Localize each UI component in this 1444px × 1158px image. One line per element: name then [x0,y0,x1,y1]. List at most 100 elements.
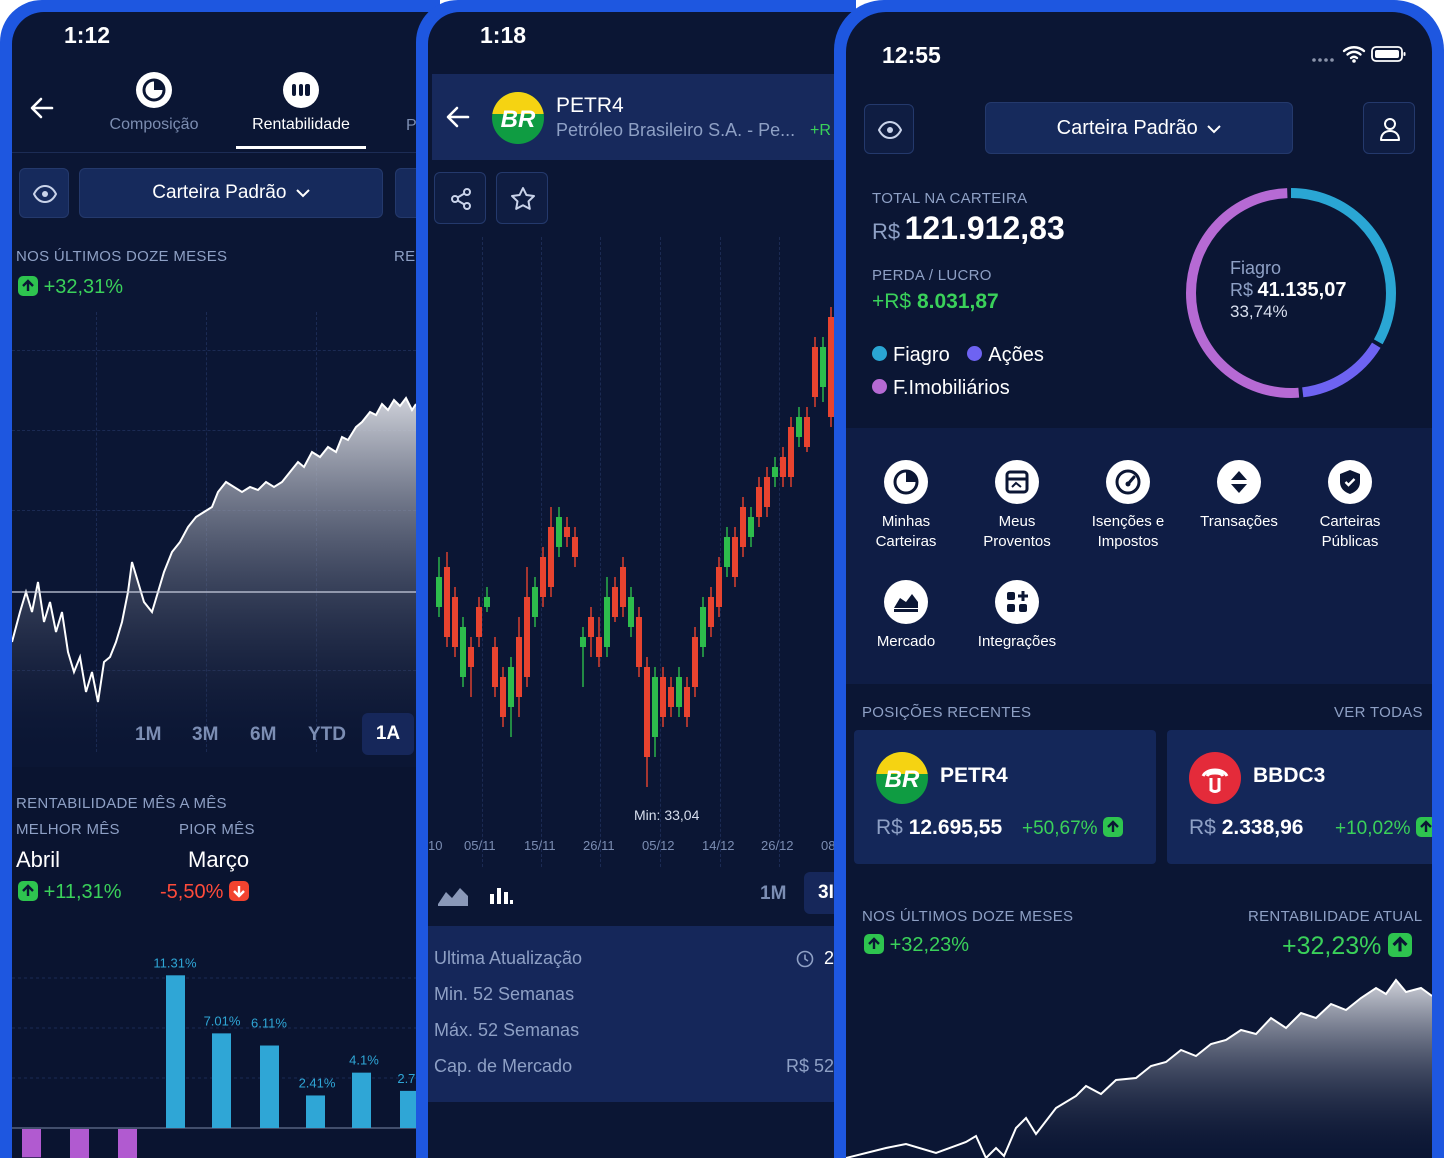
candle-body[interactable] [660,677,666,717]
see-all-link[interactable]: VER TODAS [1334,704,1423,721]
month-bar[interactable] [212,1033,231,1128]
candle-body[interactable] [828,317,834,417]
quick-action-minhas-carteiras[interactable]: Minhas Carteiras [851,460,961,550]
candle-body[interactable] [484,597,490,607]
candle-body[interactable] [636,617,642,667]
candle-body[interactable] [596,637,602,657]
candle-body[interactable] [796,417,802,437]
allocation-donut-chart[interactable] [1176,178,1406,408]
period-1a-selected[interactable]: 1A [362,713,414,755]
candle-body[interactable] [604,597,610,647]
period-1m[interactable]: 1M [135,724,162,745]
candle-body[interactable] [572,537,578,557]
candle-body[interactable] [508,667,514,707]
candle-body[interactable] [556,517,562,547]
candle-body[interactable] [708,597,714,627]
status-time: 1:12 [64,22,111,48]
period-3m[interactable]: 3M [192,724,219,745]
candle-body[interactable] [444,567,450,637]
month-bar[interactable] [400,1090,416,1128]
candle-body[interactable] [820,347,826,387]
candle-body[interactable] [516,637,522,697]
candle-body[interactable] [580,637,586,647]
tab-rentabilidade[interactable]: Rentabilidade [236,72,366,149]
month-bar[interactable] [22,1129,41,1158]
candle-body[interactable] [652,677,658,737]
period-6m[interactable]: 6M [250,724,277,745]
period-ytd[interactable]: YTD [308,724,346,745]
month-bar[interactable] [166,975,185,1128]
candle-body[interactable] [532,587,538,617]
candle-body[interactable] [764,477,770,507]
position-card-bbdc3[interactable]: BBDC3 R$ 2.338,96 +10,02% [1167,730,1432,864]
position-card-petr4[interactable]: BR PETR4 R$ 12.695,55 +50,67% [854,730,1156,864]
candle-body[interactable] [460,627,466,677]
candle-body[interactable] [756,487,762,517]
candle-body[interactable] [804,417,810,447]
candle-body[interactable] [548,527,554,587]
month-bar[interactable] [118,1129,137,1158]
profile-button[interactable] [1363,102,1415,154]
arrow-up-icon [1415,816,1432,837]
legend-item[interactable]: Ações [967,344,1044,366]
back-button[interactable] [444,103,472,136]
candle-body[interactable] [716,567,722,607]
candle-body[interactable] [476,607,482,637]
quick-action-carteiras-publicas[interactable]: Carteiras Públicas [1295,460,1405,550]
chart-type-area[interactable] [438,884,468,911]
candle-body[interactable] [564,527,570,537]
position-ticker: PETR4 [940,764,1008,787]
candle-body[interactable] [684,687,690,717]
quick-action-isencoes[interactable]: Isenções e Impostos [1073,460,1183,550]
candle-body[interactable] [588,617,594,637]
tab-composicao[interactable]: Composição [102,72,206,134]
quick-action-meus-proventos[interactable]: Meus Proventos [962,460,1072,550]
share-button[interactable] [434,172,486,224]
candle-body[interactable] [620,567,626,607]
candle-body[interactable] [724,537,730,567]
candle-body[interactable] [492,647,498,687]
candle-body[interactable] [692,637,698,687]
visibility-toggle[interactable] [864,104,914,154]
candle-body[interactable] [740,507,746,547]
month-bar[interactable] [70,1129,89,1158]
profit-loss-value: +R$ 8.031,87 [872,290,999,314]
chart-type-bars[interactable] [488,884,514,911]
candle-body[interactable] [732,537,738,577]
candle-body[interactable] [612,587,618,617]
tab-next-cut[interactable]: P [406,117,417,134]
legend-item[interactable]: F.Imobiliários [872,377,1010,399]
portfolio-selector[interactable]: Carteira Padrão [985,102,1293,154]
candle-body[interactable] [700,607,706,647]
candle-body[interactable] [628,597,634,627]
legend-item[interactable]: Fiagro [872,344,950,366]
company-name: Petróleo Brasileiro S.A. - Pe... [556,120,796,140]
candle-body[interactable] [524,597,530,677]
candle-body[interactable] [788,427,794,477]
favorite-button[interactable] [496,172,548,224]
back-button[interactable] [28,94,58,124]
candle-body[interactable] [812,347,818,397]
period-1m[interactable]: 1M [760,883,787,904]
candle-body[interactable] [436,577,442,607]
candle-body[interactable] [748,517,754,537]
quick-action-integracoes[interactable]: Integrações [962,580,1072,650]
candle-body[interactable] [668,687,674,707]
donut-segment[interactable] [1186,188,1396,398]
candle-body[interactable] [500,677,506,717]
candle-body[interactable] [468,647,474,667]
visibility-toggle[interactable] [19,168,69,218]
candle-body[interactable] [676,677,682,707]
donut-segment[interactable] [1186,188,1396,398]
candle-body[interactable] [644,667,650,757]
month-bar[interactable] [306,1095,325,1128]
month-bar[interactable] [352,1072,371,1128]
candle-body[interactable] [772,467,778,477]
candle-body[interactable] [780,457,786,477]
portfolio-selector[interactable]: Carteira Padrão [79,168,383,218]
month-bar[interactable] [260,1045,279,1128]
candle-body[interactable] [452,597,458,647]
quick-action-mercado[interactable]: Mercado [851,580,961,650]
candle-body[interactable] [540,557,546,597]
quick-action-transacoes[interactable]: Transações [1184,460,1294,550]
